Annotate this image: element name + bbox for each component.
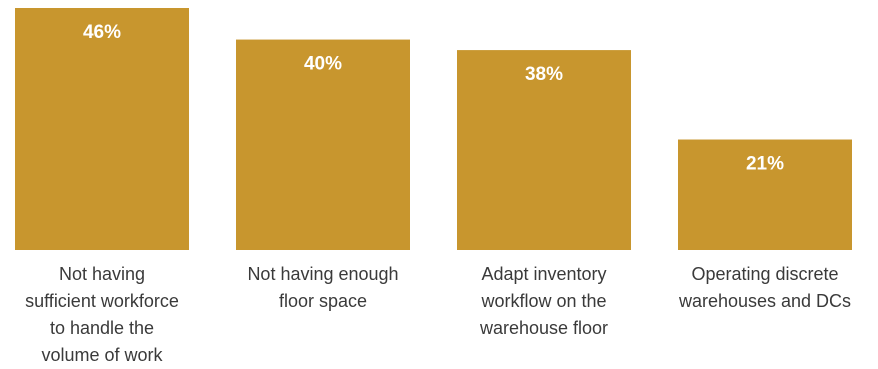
bar-value-label-4: 21%: [746, 154, 784, 175]
value-labels-group: 46% 40% 38% 21%: [83, 22, 784, 175]
bar-value-label-2: 40%: [304, 54, 342, 75]
category-label-1: Not having sufficient workforce to handle …: [25, 264, 179, 365]
bar-value-label-1: 46%: [83, 22, 121, 43]
category-label-2: Not having enough floor space: [247, 264, 398, 311]
category-label-3: Adapt inventory workflow on the warehouse …: [479, 264, 608, 338]
bar-1: [15, 8, 189, 250]
bar-value-label-3: 38%: [525, 64, 563, 85]
category-labels-group: Not having sufficient workforce to handle …: [25, 264, 851, 365]
bar-4: [678, 139, 852, 250]
bars-group: [15, 8, 852, 250]
category-label-4: Operating discrete warehouses and DCs: [678, 264, 851, 311]
bar-2: [236, 39, 410, 250]
bar-3: [457, 50, 631, 250]
